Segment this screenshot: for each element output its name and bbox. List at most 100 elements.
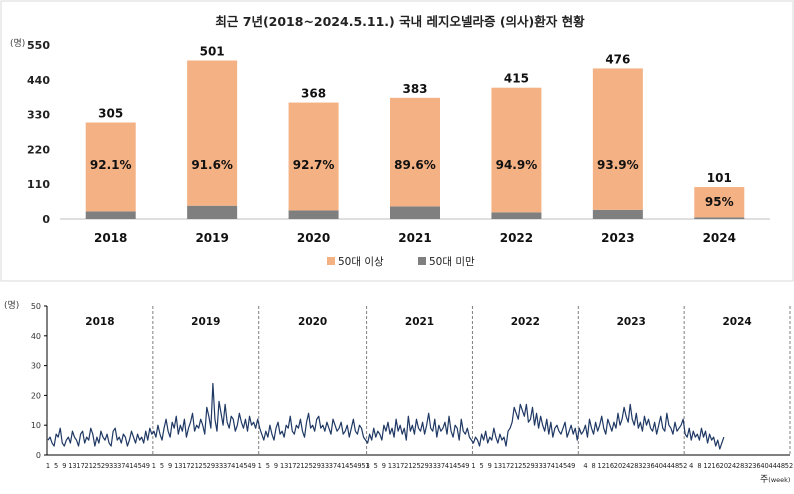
- year-label-2021: 2021: [405, 316, 434, 328]
- week-tick-label: 5: [160, 462, 164, 470]
- week-tick-label: 37: [329, 462, 337, 470]
- week-tick-label: 28: [736, 462, 744, 470]
- percent-label-2022: 94.9%: [496, 158, 538, 172]
- week-tick-label: 32: [638, 462, 646, 470]
- week-tick-label: 8: [697, 462, 701, 470]
- week-tick-label: 17: [502, 462, 510, 470]
- x-tick-label-2018: 2018: [94, 231, 127, 245]
- week-tick-label: 24: [622, 462, 630, 470]
- bar-under50-2024: [694, 217, 745, 219]
- year-label-2022: 2022: [511, 316, 540, 328]
- week-tick-label: 5: [266, 462, 270, 470]
- week-tick-label: 52: [785, 462, 793, 470]
- week-tick-label: 45: [133, 462, 141, 470]
- x-tick-label-2022: 2022: [500, 231, 533, 245]
- chart-title: 최근 7년(2018~2024.5.11.) 국내 레지오넬라증 (의사)환자 …: [215, 14, 585, 29]
- week-tick-label: 33: [109, 462, 117, 470]
- year-label-2024: 2024: [722, 316, 751, 328]
- week-tick-label: 20: [614, 462, 622, 470]
- week-tick-label: 17: [76, 462, 84, 470]
- week-tick-label: 37: [117, 462, 125, 470]
- percent-label-2018: 92.1%: [90, 158, 132, 172]
- week-tick-label: 24: [728, 462, 736, 470]
- week-tick-label: 25: [412, 462, 420, 470]
- week-tick-label: 8: [591, 462, 595, 470]
- week-tick-label: 44: [769, 462, 777, 470]
- week-tick-label: 5: [54, 462, 58, 470]
- week-tick-label: 33: [534, 462, 542, 470]
- x-tick-label-2024: 2024: [703, 231, 736, 245]
- week-tick-label: 21: [510, 462, 518, 470]
- week-tick-label: 25: [518, 462, 526, 470]
- week-tick-label: 45: [453, 462, 461, 470]
- x-tick-label-2019: 2019: [195, 231, 228, 245]
- week-tick-label: 44: [663, 462, 671, 470]
- week-tick-label: 37: [223, 462, 231, 470]
- x-tick-label-2023: 2023: [601, 231, 634, 245]
- x-tick-label-2020: 2020: [297, 231, 330, 245]
- week-tick-label: 9: [274, 462, 278, 470]
- week-tick-label: 53: [361, 462, 369, 470]
- week-tick-label: 45: [559, 462, 567, 470]
- x-axis-unit-sub: (week): [768, 476, 790, 484]
- bar-under50-2019: [187, 205, 238, 219]
- week-tick-label: 21: [190, 462, 198, 470]
- week-tick-label: 1: [152, 462, 156, 470]
- annual-stacked-bar-chart: 최근 7년(2018~2024.5.11.) 국내 레지오넬라증 (의사)환자 …: [0, 0, 794, 282]
- bar-under50-2023: [592, 209, 643, 219]
- week-tick-label: 29: [207, 462, 215, 470]
- week-tick-label: 21: [85, 462, 93, 470]
- week-tick-label: 25: [93, 462, 101, 470]
- bar-under50-2018: [85, 211, 136, 219]
- bar-over50-2024: [694, 187, 745, 218]
- x-axis-unit-main: 주: [760, 474, 768, 485]
- week-tick-label: 17: [182, 462, 190, 470]
- week-tick-label: 37: [437, 462, 445, 470]
- bar-under50-2021: [390, 206, 440, 219]
- week-tick-label: 12: [598, 462, 606, 470]
- week-tick-label: 13: [68, 462, 76, 470]
- week-tick-label: 29: [101, 462, 109, 470]
- week-tick-label: 13: [494, 462, 502, 470]
- percent-label-2023: 93.9%: [597, 158, 639, 172]
- week-tick-label: 12: [703, 462, 711, 470]
- y-axis-unit: (명): [10, 38, 25, 49]
- bar-over50-2020: [288, 102, 339, 211]
- week-tick-label: 13: [174, 462, 182, 470]
- week-tick-label: 5: [480, 462, 484, 470]
- y-tick-label: 550: [27, 39, 50, 52]
- week-tick-label: 49: [353, 462, 361, 470]
- week-tick-label: 25: [199, 462, 207, 470]
- week-tick-label: 17: [396, 462, 404, 470]
- week-tick-label: 9: [168, 462, 172, 470]
- week-tick-label: 5: [374, 462, 378, 470]
- week-tick-label: 1: [46, 462, 50, 470]
- week-tick-label: 29: [313, 462, 321, 470]
- y-tick-label: 20: [31, 391, 41, 400]
- bar-over50-2019: [187, 60, 238, 206]
- week-tick-label: 25: [304, 462, 312, 470]
- y-tick-label: 30: [31, 362, 41, 371]
- week-tick-label: 41: [231, 462, 239, 470]
- legend-label-over50: 50대 이상: [338, 256, 384, 268]
- annual-cases-chart-panel: 최근 7년(2018~2024.5.11.) 국내 레지오넬라증 (의사)환자 …: [0, 0, 794, 282]
- week-tick-label: 33: [321, 462, 329, 470]
- year-label-2019: 2019: [191, 316, 220, 328]
- x-tick-label-2021: 2021: [398, 231, 431, 245]
- week-tick-label: 1: [258, 462, 262, 470]
- week-tick-label: 52: [679, 462, 687, 470]
- week-tick-label: 20: [720, 462, 728, 470]
- week-tick-label: 29: [526, 462, 534, 470]
- percent-label-2020: 92.7%: [293, 158, 335, 172]
- week-tick-label: 13: [280, 462, 288, 470]
- week-tick-label: 9: [62, 462, 66, 470]
- week-tick-label: 9: [382, 462, 386, 470]
- bar-over50-2023: [592, 68, 643, 210]
- week-tick-label: 49: [461, 462, 469, 470]
- week-tick-label: 21: [404, 462, 412, 470]
- week-tick-label: 21: [296, 462, 304, 470]
- week-tick-label: 16: [712, 462, 720, 470]
- y-axis-unit: (명): [4, 300, 19, 311]
- week-tick-label: 49: [247, 462, 255, 470]
